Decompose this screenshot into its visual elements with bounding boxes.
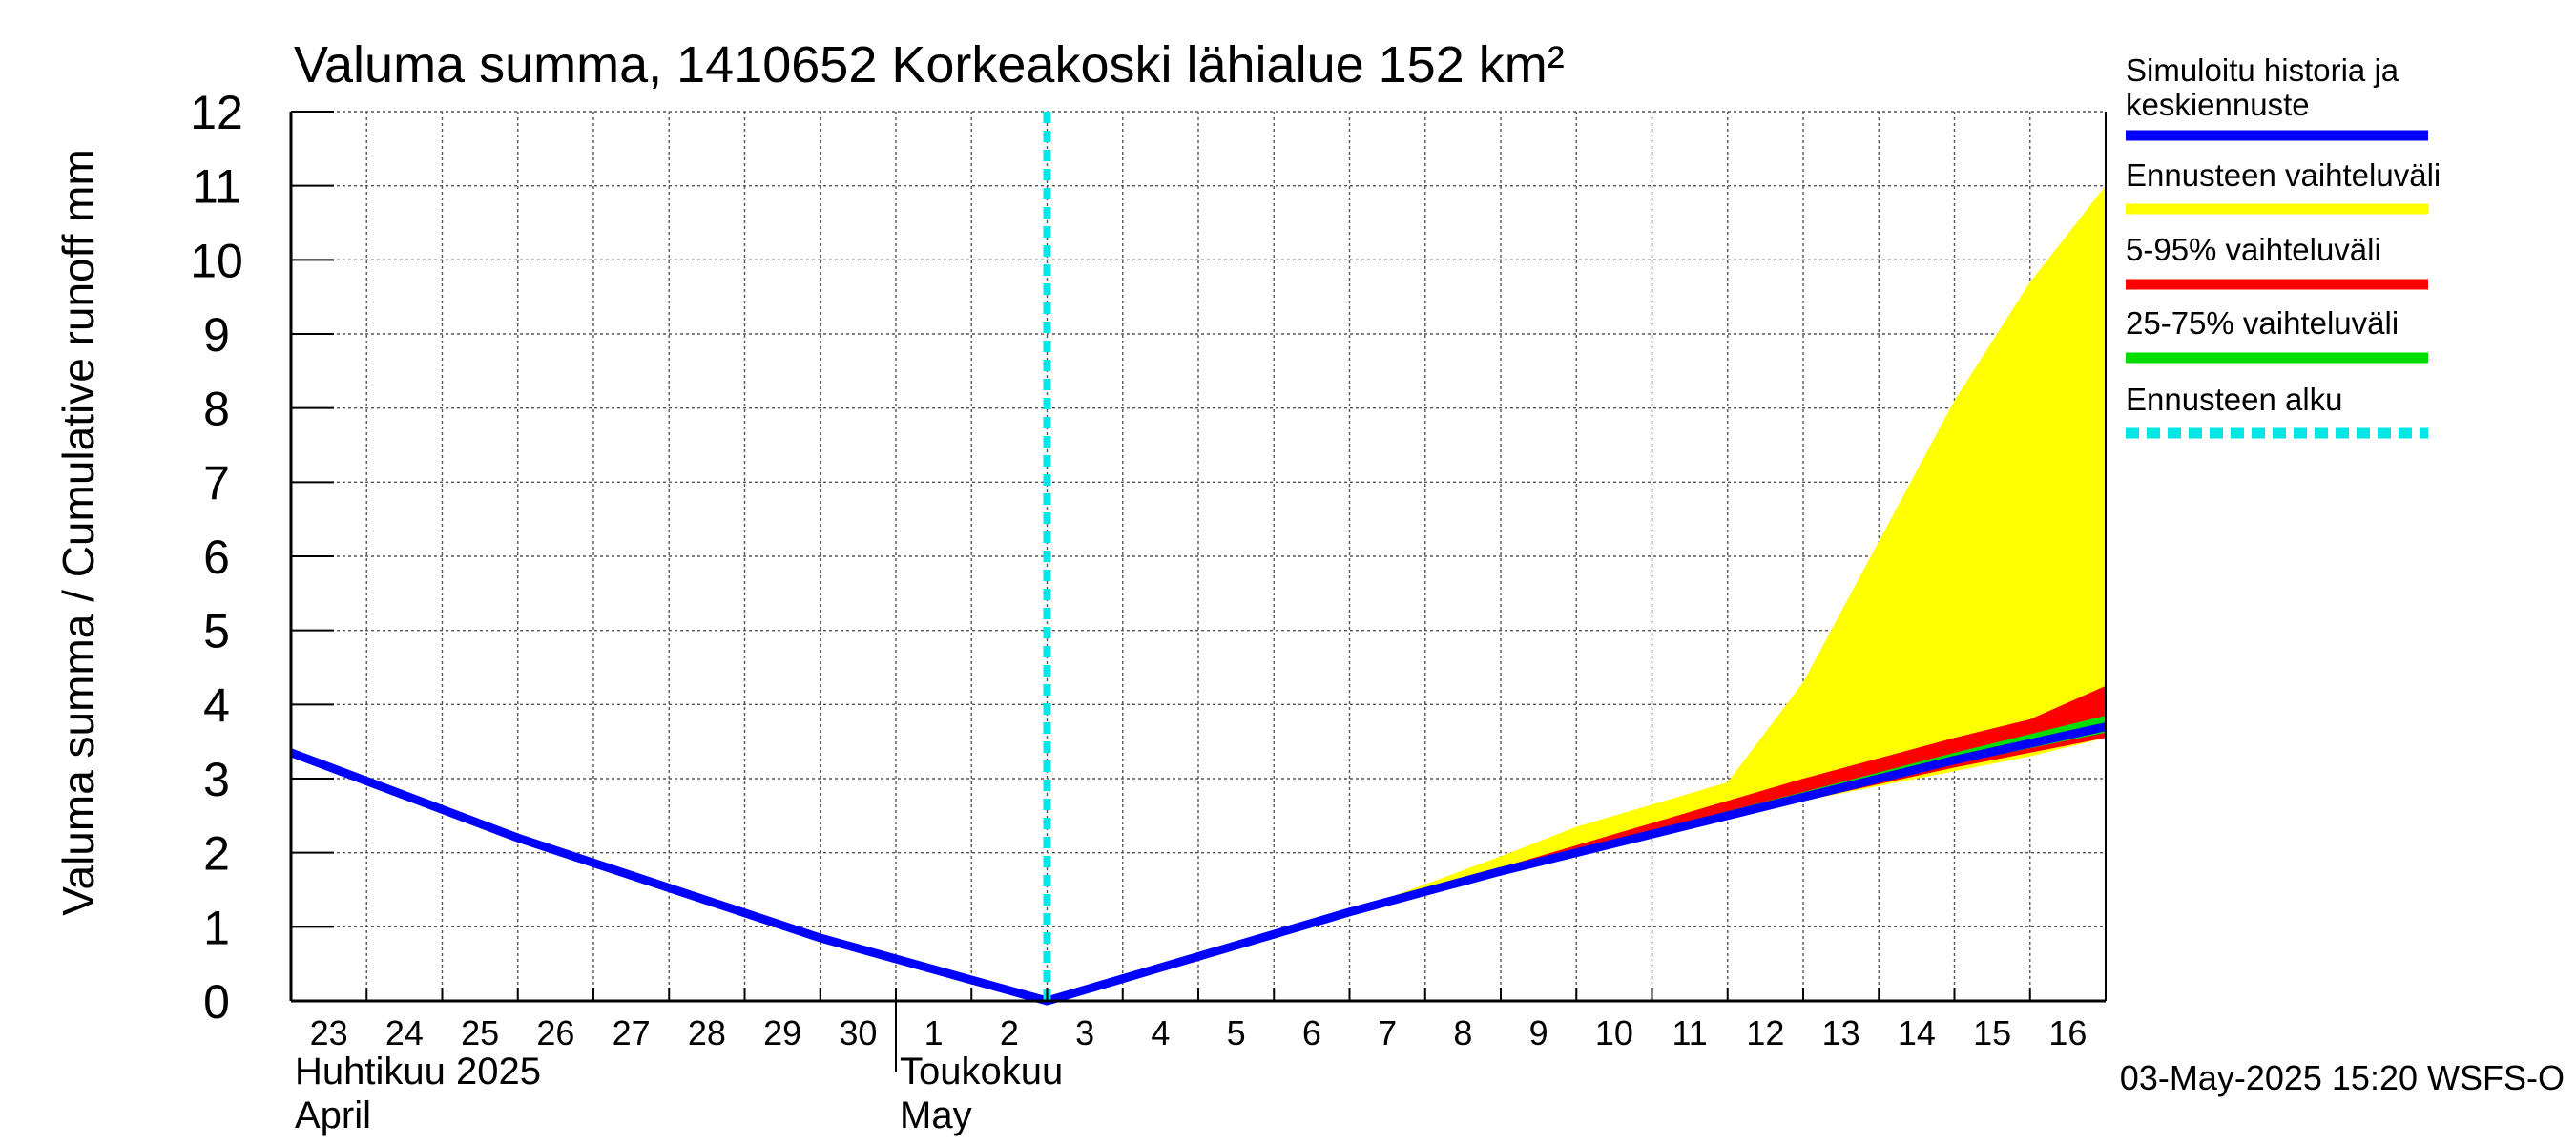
- x-tick-label: 9: [1529, 1013, 1548, 1052]
- y-tick-label: 10: [190, 234, 243, 287]
- x-tick-label: 24: [385, 1013, 424, 1052]
- x-tick-label: 27: [613, 1013, 651, 1052]
- x-tick-label: 30: [839, 1013, 877, 1052]
- month-label-fi: Toukokuu: [900, 1051, 1063, 1093]
- legend-label: Ennusteen vaihteluväli: [2126, 157, 2441, 193]
- y-tick-label: 7: [203, 456, 230, 510]
- x-tick-label: 3: [1075, 1013, 1094, 1052]
- x-tick-label: 4: [1151, 1013, 1170, 1052]
- x-tick-label: 10: [1595, 1013, 1633, 1052]
- x-tick-label: 12: [1746, 1013, 1784, 1052]
- x-tick-label: 8: [1453, 1013, 1472, 1052]
- y-axis-label: Valuma summa / Cumulative runoff mm: [53, 149, 103, 916]
- legend-label: keskiennuste: [2126, 87, 2310, 122]
- y-tick-label: 0: [203, 975, 230, 1029]
- y-tick-label: 5: [203, 605, 230, 658]
- x-tick-label: 2: [1000, 1013, 1019, 1052]
- x-tick-label: 26: [536, 1013, 574, 1052]
- x-tick-label: 7: [1378, 1013, 1397, 1052]
- x-tick-label: 15: [1973, 1013, 2011, 1052]
- y-tick-label: 2: [203, 827, 230, 881]
- x-tick-label: 5: [1227, 1013, 1246, 1052]
- median-series-line: [289, 722, 2107, 1006]
- x-tick-label: 29: [763, 1013, 801, 1052]
- x-tick-label: 11: [1672, 1013, 1707, 1052]
- legend-label: 5-95% vaihteluväli: [2126, 232, 2381, 267]
- footer-timestamp: 03-May-2025 15:20 WSFS-O: [2120, 1058, 2565, 1097]
- legend-label: Ennusteen alku: [2126, 382, 2343, 417]
- month-label-en: April: [295, 1094, 371, 1136]
- band-ennusteen-vaihteluv-li: [1349, 185, 2106, 912]
- plot-area: [289, 112, 2107, 1006]
- legend-label: Simuloitu historia ja: [2126, 52, 2399, 88]
- chart-title: Valuma summa, 1410652 Korkeakoski lähial…: [294, 36, 1565, 94]
- y-tick-label: 9: [203, 308, 230, 362]
- x-tick-label: 23: [310, 1013, 348, 1052]
- x-tick-label: 1: [924, 1013, 944, 1052]
- x-tick-label: 14: [1898, 1013, 1936, 1052]
- x-tick-label: 28: [688, 1013, 726, 1052]
- month-label-en: May: [900, 1094, 972, 1136]
- x-tick-label: 16: [2048, 1013, 2087, 1052]
- y-tick-label: 3: [203, 753, 230, 806]
- x-tick-label: 13: [1822, 1013, 1860, 1052]
- y-tick-label: 12: [190, 86, 243, 139]
- x-tick-label: 6: [1302, 1013, 1321, 1052]
- y-tick-label: 4: [203, 678, 230, 732]
- y-tick-label: 1: [203, 901, 230, 954]
- legend-label: 25-75% vaihteluväli: [2126, 305, 2399, 341]
- y-tick-label: 8: [203, 383, 230, 436]
- y-tick-label: 6: [203, 531, 230, 584]
- y-tick-label: 11: [192, 160, 241, 214]
- month-label-fi: Huhtikuu 2025: [295, 1051, 541, 1093]
- x-tick-label: 25: [461, 1013, 499, 1052]
